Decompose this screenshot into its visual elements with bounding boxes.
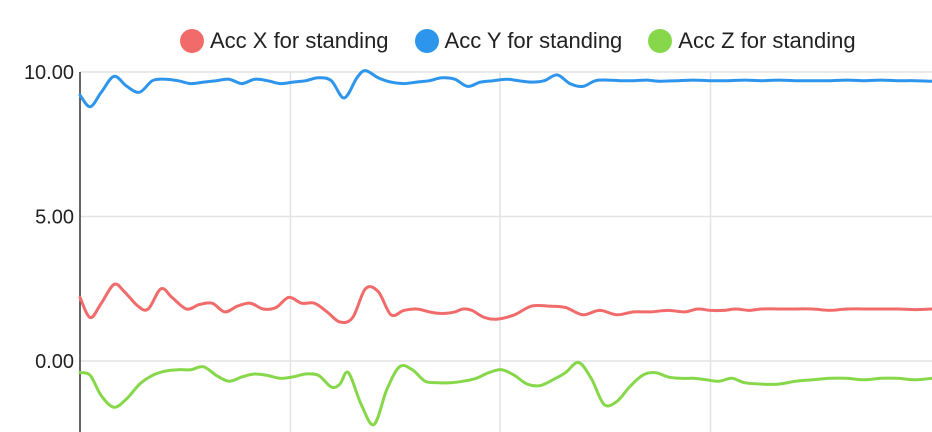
legend-item-acc-z[interactable]: Acc Z for standing — [648, 28, 856, 54]
legend-label-acc-y: Acc Y for standing — [444, 28, 623, 53]
series-line-acc-x — [78, 282, 932, 324]
y-tick-label: 5.00 — [35, 207, 74, 229]
legend-swatch-acc-x — [180, 29, 204, 53]
y-tick-label: 10.00 — [24, 62, 74, 84]
legend-label-acc-x: Acc X for standing — [210, 28, 389, 53]
legend-item-acc-x[interactable]: Acc X for standing — [180, 28, 389, 54]
legend: Acc X for standing Acc Y for standing Ac… — [180, 28, 882, 54]
legend-item-acc-y[interactable]: Acc Y for standing — [414, 28, 623, 54]
legend-swatch-acc-y — [414, 29, 439, 53]
legend-swatch-acc-z — [648, 29, 673, 53]
legend-label-acc-z: Acc Z for standing — [678, 28, 856, 53]
series-line-acc-y — [78, 69, 932, 109]
series-line-acc-z — [78, 360, 932, 427]
y-tick-label: 0.00 — [35, 351, 74, 373]
